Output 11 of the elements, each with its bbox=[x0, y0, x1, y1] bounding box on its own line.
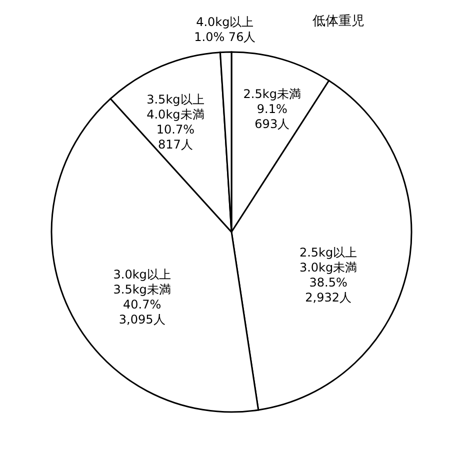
data-label: 40.7% 3,095人 bbox=[118, 297, 166, 326]
data-label: 9.1% 693人 bbox=[254, 102, 290, 131]
text: 低体重児 bbox=[312, 14, 364, 29]
slice-label: 2.5kg以上 3.0kg未満 bbox=[299, 246, 358, 275]
data-label: 1.0% 76人 bbox=[194, 30, 256, 44]
slice-label: 4.0kg以上 bbox=[196, 15, 254, 30]
slice-label: 3.0kg以上 3.5kg未満 bbox=[113, 267, 171, 296]
data-label: 38.5% 2,932人 bbox=[305, 276, 352, 305]
data-label: 10.7% 817人 bbox=[156, 122, 195, 152]
slice-label: 2.5kg未満 bbox=[243, 86, 301, 101]
slice-label: 3.5kg以上 4.0kg未満 bbox=[146, 92, 204, 122]
